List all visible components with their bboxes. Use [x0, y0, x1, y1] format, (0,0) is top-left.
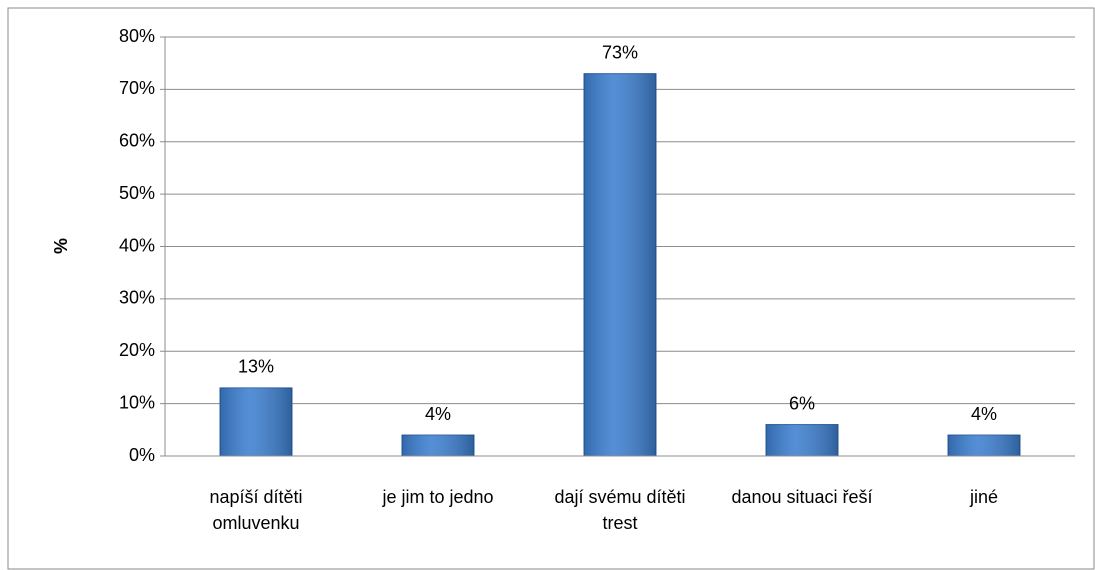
data-label: 6%: [789, 393, 815, 413]
bar-shade: [402, 435, 474, 456]
y-tick-label: 50%: [119, 183, 155, 203]
y-tick-label: 80%: [119, 26, 155, 46]
data-label: 4%: [971, 404, 997, 424]
data-label: 4%: [425, 404, 451, 424]
y-tick-label: 10%: [119, 392, 155, 412]
chart-border: [7, 7, 1095, 570]
y-tick-label: 30%: [119, 288, 155, 308]
data-label: 13%: [238, 357, 274, 377]
y-tick-label: 60%: [119, 131, 155, 151]
x-tick-label: danou situaci řeší: [731, 487, 873, 507]
x-tick-label-box: dají svému dítěti trest: [554, 487, 686, 533]
bar-shade: [766, 424, 838, 456]
x-tick-label-box: jiné: [969, 487, 999, 507]
x-tick-label: napíší dítěti omluvenku: [209, 487, 303, 533]
x-tick-label-box: danou situaci řeší: [731, 487, 873, 507]
data-label: 73%: [602, 42, 638, 62]
y-tick-label: 20%: [119, 340, 155, 360]
y-tick-label: 0%: [129, 445, 155, 465]
x-tick-label-box: napíší dítěti omluvenku: [209, 487, 303, 533]
x-tick-label: je jim to jedno: [382, 487, 494, 507]
bar-shade: [948, 435, 1020, 456]
x-tick-label: dají svému dítěti trest: [554, 487, 686, 533]
y-axis-label: %: [51, 238, 71, 254]
bar-shade: [220, 387, 292, 456]
y-tick-label: 40%: [119, 235, 155, 255]
y-tick-label: 70%: [119, 78, 155, 98]
x-tick-label: jiné: [969, 487, 999, 507]
x-tick-label-box: je jim to jedno: [382, 487, 494, 507]
bar-shade: [584, 73, 656, 456]
